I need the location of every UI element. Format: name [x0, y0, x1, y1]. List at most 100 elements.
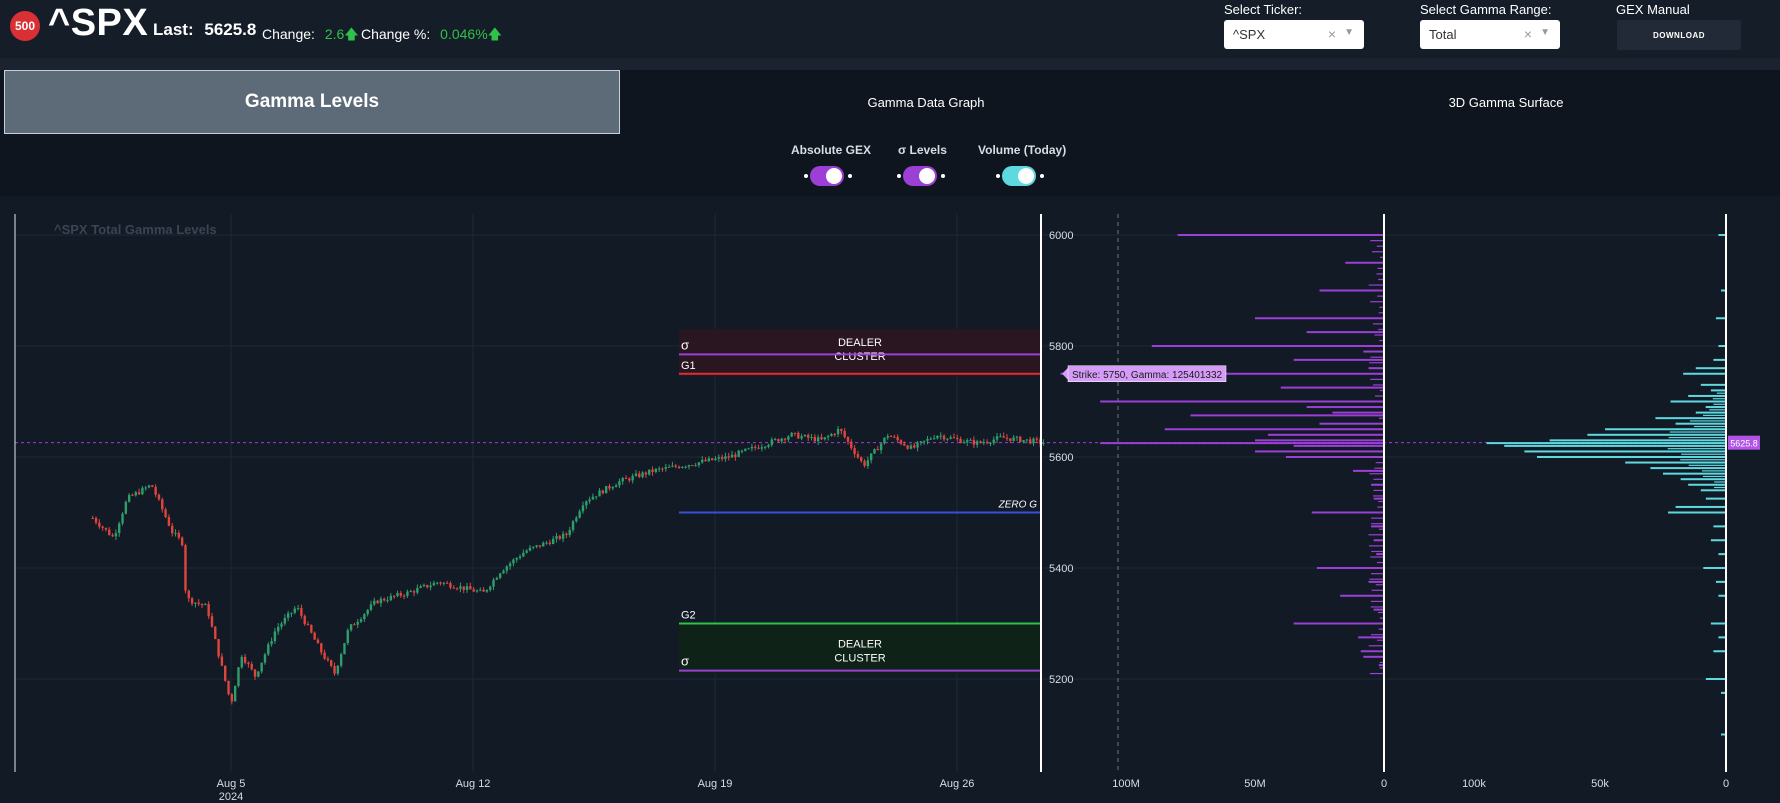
- price-candle: [760, 447, 764, 449]
- ticker-select-value: ^SPX: [1233, 27, 1266, 42]
- gamma-bar: [1371, 251, 1384, 253]
- gamma-levels-chart-area: DEALER CLUSTER DEALER CLUSTER σ G1 ZERO G G2 σ …: [0, 196, 1780, 803]
- price-candle: [979, 441, 982, 443]
- volume-today-toggle[interactable]: [996, 164, 1044, 188]
- price-candle: [184, 545, 187, 591]
- dealer-cluster-label: DEALER: [838, 638, 882, 650]
- clear-icon[interactable]: ×: [1327, 26, 1336, 42]
- volume-bar: [1702, 475, 1726, 478]
- price-candle: [949, 437, 952, 439]
- chevron-down-icon[interactable]: ▼: [1540, 27, 1550, 38]
- gamma-bar: [1373, 384, 1384, 386]
- gamma-bar: [1371, 523, 1384, 525]
- tooltip-box: [1067, 365, 1227, 382]
- price-candle: [571, 521, 575, 531]
- volume-bar: [1718, 594, 1726, 597]
- price-candle: [800, 436, 803, 439]
- change-value: 2.6: [324, 26, 345, 42]
- volume-bar: [1718, 636, 1726, 639]
- price-candle: [336, 665, 340, 674]
- gamma-bar: [1371, 517, 1384, 519]
- price-candle: [422, 584, 426, 587]
- date-tick-label: Aug 19: [698, 778, 733, 790]
- sigma-levels-toggle[interactable]: [897, 164, 945, 188]
- price-candle: [210, 616, 214, 627]
- price-candle: [373, 600, 376, 605]
- tab-gamma-levels[interactable]: Gamma Levels: [4, 70, 620, 134]
- price-candle: [939, 435, 942, 437]
- price-candle: [903, 443, 906, 446]
- tab-gamma-data-graph[interactable]: Gamma Data Graph: [867, 94, 985, 110]
- price-candle: [200, 603, 204, 606]
- price-candle: [853, 448, 856, 455]
- volume-bar: [1504, 444, 1726, 447]
- price-candle: [436, 582, 439, 584]
- volume-bar: [1675, 505, 1726, 508]
- gamma-bar: [1319, 422, 1384, 425]
- price-candle: [346, 630, 349, 644]
- price-candle: [793, 432, 797, 434]
- price-candle: [916, 442, 919, 448]
- price-candle: [604, 485, 608, 494]
- price-candle: [618, 481, 621, 486]
- price-candle: [710, 458, 714, 461]
- gamma-bar: [1370, 356, 1384, 358]
- chevron-down-icon[interactable]: ▼: [1344, 27, 1354, 38]
- gamma-bar: [1369, 362, 1384, 364]
- gamma-bar: [1373, 478, 1384, 480]
- gamma-bar: [1379, 389, 1384, 392]
- date-tick-sublabel: 2024: [219, 791, 243, 803]
- price-candle: [591, 496, 595, 500]
- price-candle: [449, 583, 452, 588]
- price-candle: [167, 517, 171, 526]
- gamma-bar: [1370, 301, 1384, 303]
- price-candle: [194, 602, 197, 604]
- price-candle: [952, 437, 956, 439]
- toggle-label-absolute-gex: Absolute GEX: [791, 143, 872, 157]
- price-candle: [757, 447, 760, 449]
- price-candle: [926, 438, 929, 441]
- volume-tick-label: 0: [1723, 778, 1729, 790]
- price-candle: [243, 656, 247, 663]
- gamma-bar: [1376, 245, 1384, 247]
- change-pct-value: 0.046%: [440, 26, 488, 42]
- volume-bar: [1710, 539, 1726, 542]
- dealer-cluster-label: CLUSTER: [834, 351, 885, 363]
- price-candle: [508, 563, 512, 567]
- price-candle: [667, 466, 671, 468]
- gamma-range-select[interactable]: Total × ▼: [1420, 20, 1560, 49]
- price-candle: [356, 621, 359, 625]
- volume-bar: [1705, 497, 1726, 500]
- price-candle: [565, 533, 568, 536]
- price-candle: [465, 586, 469, 590]
- price-candle: [174, 532, 177, 534]
- price-candle: [843, 431, 846, 437]
- price-candle: [1019, 436, 1022, 443]
- gamma-range-value: Total: [1429, 27, 1457, 42]
- price-candle: [797, 432, 800, 439]
- gamma-bar: [1377, 295, 1384, 297]
- price-candle: [101, 526, 104, 528]
- download-button[interactable]: DOWNLOAD: [1617, 20, 1741, 50]
- price-candle: [740, 450, 744, 452]
- price-candle: [485, 589, 489, 592]
- price-candle: [233, 685, 237, 702]
- price-candle: [763, 446, 767, 448]
- tab-3d-gamma-surface[interactable]: 3D Gamma Surface: [1448, 94, 1564, 110]
- price-candle: [535, 545, 538, 547]
- price-candle: [277, 626, 280, 632]
- gamma-bar: [1377, 611, 1384, 614]
- absolute-gex-toggle[interactable]: [804, 164, 852, 188]
- volume-bar: [1715, 580, 1726, 583]
- price-candle: [876, 449, 879, 451]
- price-candle: [273, 631, 277, 642]
- ticker-select[interactable]: ^SPX × ▼: [1224, 20, 1364, 49]
- clear-icon[interactable]: ×: [1523, 26, 1532, 42]
- price-candle: [296, 608, 300, 610]
- price-candle: [363, 614, 366, 620]
- price-candle: [1032, 438, 1035, 444]
- price-tick-label: 5800: [1049, 341, 1073, 353]
- price-candle: [856, 454, 860, 458]
- gamma-bar: [1379, 256, 1384, 258]
